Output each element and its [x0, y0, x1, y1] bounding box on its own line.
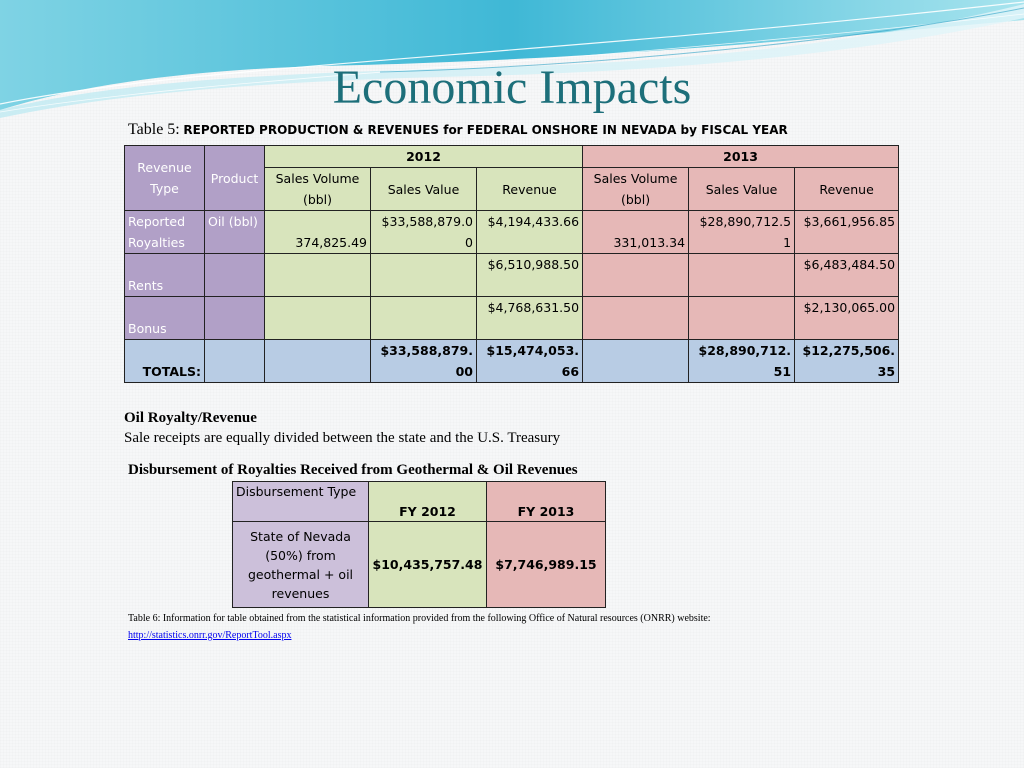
header-sales-volume-2013: Sales Volume (bbl) [582, 167, 690, 211]
table6-footnote: Table 6: Information for table obtained … [128, 613, 711, 624]
totals-sales-volume-2013 [582, 339, 690, 383]
disbursement-row-label: State of Nevada (50%) from geothermal + … [232, 521, 369, 608]
bonus-sales-volume-2013 [582, 296, 690, 340]
royalties-sales-value-2012: $33,588,879.00 [370, 210, 477, 254]
totals-sales-volume-2012 [264, 339, 371, 383]
bonus-sales-value-2012 [370, 296, 477, 340]
totals-row: TOTALS: $33,588,879.00 $15,474,053.66 $2… [124, 339, 900, 383]
table5-caption: Table 5: REPORTED PRODUCTION & REVENUES … [128, 121, 788, 139]
bonus-revenue-2012: $4,768,631.50 [475, 296, 584, 340]
header-sales-value-2012: Sales Value [370, 167, 477, 211]
rents-revenue-2012: $6,510,988.50 [475, 253, 584, 297]
header-sales-volume-2012: Sales Volume (bbl) [264, 167, 371, 211]
header-revenue-2013: Revenue [794, 167, 900, 211]
totals-revenue-2012: $15,474,053.66 [475, 339, 584, 383]
disbursement-heading: Disbursement of Royalties Received from … [128, 462, 578, 478]
decorative-swoosh-banner [0, 0, 1024, 118]
royalties-revenue-2013: $3,661,956.85 [794, 210, 900, 254]
header-revenue-2012: Revenue [475, 167, 584, 211]
table-row: State of Nevada (50%) from geothermal + … [232, 521, 606, 608]
header-fy2012: FY 2012 [368, 481, 487, 522]
page-title: Economic Impacts [332, 61, 692, 114]
header-revenue-type: Revenue Type [124, 145, 205, 211]
row-product-oil: Oil (bbl) [204, 210, 265, 254]
disbursement-fy2012-value: $10,435,757.48 [368, 521, 487, 608]
royalties-sales-volume-2012: 374,825.49 [264, 210, 371, 254]
row-type-royalties: Reported Royalties [124, 210, 205, 254]
header-disbursement-type: Disbursement Type [232, 481, 369, 522]
totals-sales-value-2012: $33,588,879.00 [370, 339, 477, 383]
header-year-2013: 2013 [582, 145, 900, 168]
royalties-sales-value-2013: $28,890,712.51 [688, 210, 796, 254]
header-product: Product [204, 145, 265, 211]
disbursement-table: Disbursement Type FY 2012 FY 2013 State … [232, 481, 606, 608]
totals-sales-value-2013: $28,890,712.51 [688, 339, 796, 383]
header-fy2013: FY 2013 [486, 481, 606, 522]
table-row: Reported Royalties Oil (bbl) 374,825.49 … [124, 210, 900, 254]
rents-sales-value-2013 [688, 253, 796, 297]
table-row: Rents $6,510,988.50 $6,483,484.50 [124, 253, 900, 297]
totals-product [204, 339, 265, 383]
onrr-link[interactable]: http://statistics.onrr.gov/ReportTool.as… [128, 630, 292, 641]
table5-caption-lead: Table 5: [128, 121, 180, 138]
rents-sales-volume-2013 [582, 253, 690, 297]
rents-sales-value-2012 [370, 253, 477, 297]
totals-label: TOTALS: [124, 339, 205, 383]
table-row: Bonus $4,768,631.50 $2,130,065.00 [124, 296, 900, 340]
disbursement-fy2013-value: $7,746,989.15 [486, 521, 606, 608]
oil-royalty-heading: Oil Royalty/Revenue [124, 410, 257, 426]
production-revenue-table: Revenue Type Product 2012 2013 Sales Vol… [124, 145, 900, 383]
totals-revenue-2013: $12,275,506.35 [794, 339, 900, 383]
rents-revenue-2013: $6,483,484.50 [794, 253, 900, 297]
row-type-bonus: Bonus [124, 296, 205, 340]
header-year-2012: 2012 [263, 145, 584, 168]
royalties-sales-volume-2013: 331,013.34 [582, 210, 690, 254]
table5-caption-text: REPORTED PRODUCTION & REVENUES for FEDER… [183, 123, 788, 137]
bonus-sales-value-2013 [688, 296, 796, 340]
header-sales-value-2013: Sales Value [688, 167, 796, 211]
rents-product [204, 253, 265, 297]
rents-sales-volume-2012 [264, 253, 371, 297]
bonus-sales-volume-2012 [264, 296, 371, 340]
bonus-revenue-2013: $2,130,065.00 [794, 296, 900, 340]
royalties-revenue-2012: $4,194,433.66 [475, 210, 584, 254]
bonus-product [204, 296, 265, 340]
row-type-rents: Rents [124, 253, 205, 297]
oil-royalty-text: Sale receipts are equally divided betwee… [124, 430, 561, 446]
